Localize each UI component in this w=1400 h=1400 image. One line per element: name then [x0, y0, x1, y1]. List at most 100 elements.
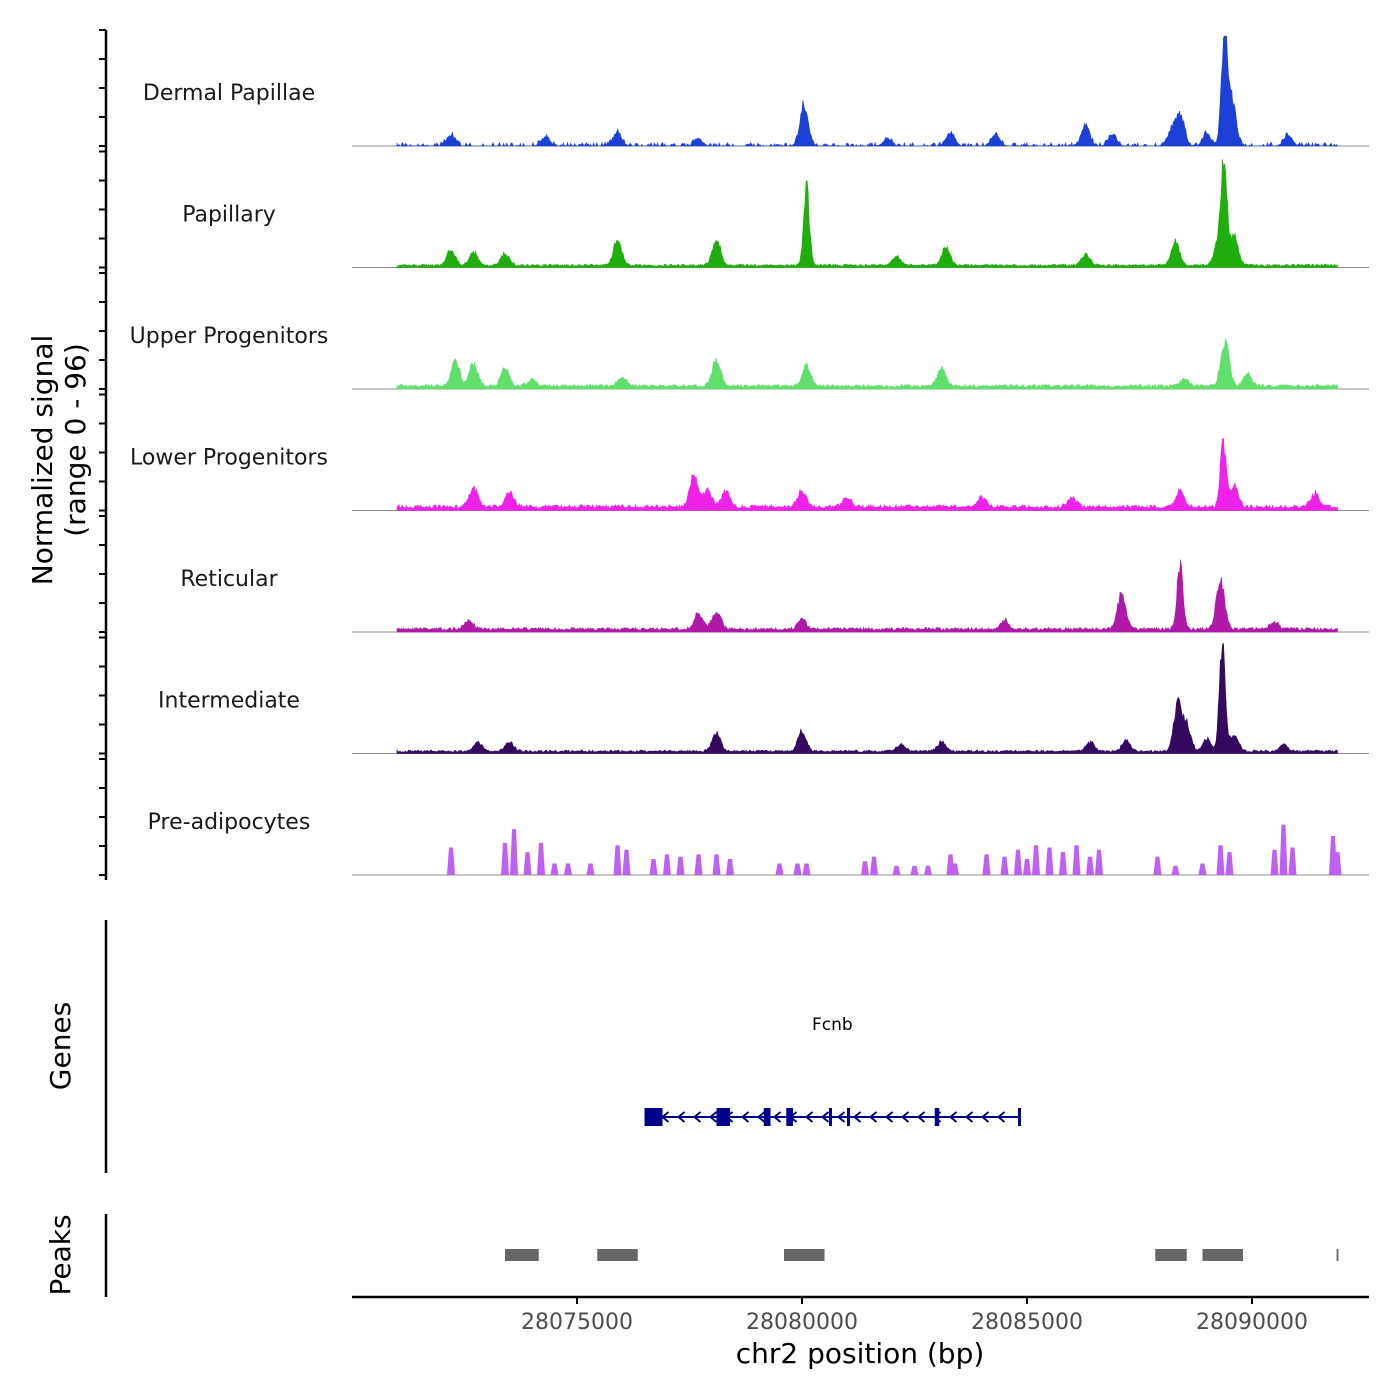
signal-spike: [1072, 845, 1081, 875]
y-axis-title-line1: Normalized signal: [26, 335, 59, 586]
track-label: Papillary: [182, 203, 276, 228]
gene-exon: [847, 1108, 850, 1126]
signal-spike: [537, 842, 545, 875]
signal-spike: [982, 854, 991, 875]
signal-area: [396, 338, 1338, 390]
strand-arrow: [756, 1111, 766, 1123]
strand-arrow: [948, 1111, 958, 1123]
gene-exon: [716, 1108, 730, 1126]
peaks-panel-title: Peaks: [44, 1214, 77, 1295]
signal-spike: [861, 861, 869, 875]
signal-spike: [1014, 849, 1022, 875]
signal-spike: [924, 865, 932, 875]
signal-spike: [1023, 858, 1031, 875]
signal-spike: [1032, 845, 1040, 875]
signal-spike: [712, 854, 721, 875]
signal-spike: [1000, 856, 1009, 875]
signal-spike: [613, 845, 622, 875]
signal-spike: [726, 858, 734, 875]
track-label: Dermal Papillae: [143, 81, 315, 106]
strand-arrow: [916, 1111, 926, 1123]
signal-spike: [1171, 865, 1180, 875]
signal-spike: [1059, 852, 1067, 875]
track-upper-progenitors: Upper Progenitors: [130, 324, 1369, 390]
strand-arrow: [964, 1111, 974, 1123]
gene-label: Fcnb: [812, 1015, 853, 1035]
signal-spike: [1279, 824, 1288, 875]
track-pre-adipocytes: Pre-adipocytes: [148, 810, 1369, 876]
strand-arrow: [804, 1111, 814, 1123]
track-reticular: Reticular: [180, 559, 1369, 633]
signal-spike: [1086, 856, 1094, 875]
signal-area: [396, 438, 1338, 511]
y-axis-title-line2: (range 0 - 96): [59, 343, 92, 537]
track-papillary: Papillary: [182, 159, 1369, 268]
signal-spike: [447, 847, 455, 875]
track-label: Pre-adipocytes: [148, 810, 311, 835]
strand-arrow: [900, 1111, 910, 1123]
track-label: Upper Progenitors: [130, 324, 329, 349]
signal-spike: [793, 863, 802, 875]
peak-region: [505, 1249, 539, 1261]
strand-arrow: [676, 1111, 686, 1123]
signal-spike: [1198, 863, 1207, 875]
peak-region: [1202, 1249, 1243, 1261]
signal-area: [396, 642, 1338, 754]
x-tick-label: 28080000: [746, 1310, 858, 1335]
track-lower-progenitors: Lower Progenitors: [130, 438, 1369, 511]
x-axis: 28075000 28080000 28085000 28090000 chr2 po…: [352, 1295, 1369, 1370]
signal-spike: [510, 829, 518, 875]
signal-spike: [663, 854, 671, 875]
x-tick-label: 28085000: [971, 1310, 1083, 1335]
signal-area: [396, 35, 1339, 147]
signal-spike: [1333, 852, 1342, 875]
signal-spike: [586, 863, 595, 875]
signal-spike: [564, 863, 572, 875]
signal-spike: [910, 865, 919, 875]
strand-arrow: [980, 1111, 990, 1123]
signal-spike: [622, 849, 631, 875]
track-dermal-papillae: Dermal Papillae: [143, 35, 1369, 147]
strand-arrow: [772, 1111, 782, 1123]
signal-spike: [694, 854, 703, 875]
genes-panel: Genes Fcnb: [44, 920, 1021, 1173]
signal-spike: [892, 865, 901, 875]
strand-arrow: [868, 1111, 878, 1123]
track-label: Lower Progenitors: [130, 446, 328, 471]
signal-spike: [1216, 845, 1225, 875]
strand-arrow: [692, 1111, 702, 1123]
signal-spike: [802, 863, 811, 875]
track-intermediate: Intermediate: [158, 642, 1369, 754]
signal-y-axis: [99, 29, 108, 880]
x-tick-label: 28075000: [521, 1310, 633, 1335]
signal-spike: [550, 863, 559, 875]
signal-spike: [1095, 849, 1103, 875]
strand-arrow: [996, 1111, 1006, 1123]
signal-spike: [1270, 849, 1279, 875]
strand-arrow: [820, 1111, 830, 1123]
signal-spike: [1153, 856, 1162, 875]
signal-spike: [523, 852, 532, 875]
signal-spike: [676, 856, 685, 875]
signal-spike: [870, 856, 878, 875]
genes-panel-title: Genes: [44, 1002, 77, 1090]
gene-exon: [1018, 1108, 1021, 1126]
gene-fcnb: Fcnb: [644, 1015, 1021, 1126]
signal-spike: [649, 858, 658, 875]
peak-region: [1336, 1249, 1339, 1261]
x-tick-label: 28090000: [1196, 1310, 1308, 1335]
signal-spike: [1288, 847, 1297, 875]
strand-arrow: [884, 1111, 894, 1123]
strand-arrow: [708, 1111, 718, 1123]
signal-spike: [1045, 847, 1054, 875]
gene-exon: [644, 1108, 663, 1126]
signal-spike: [775, 863, 784, 875]
peak-region: [597, 1249, 638, 1261]
signal-spike: [1225, 852, 1234, 875]
gene-exon: [786, 1108, 793, 1126]
gene-exon: [763, 1108, 771, 1126]
gene-exon: [829, 1108, 832, 1126]
peak-region: [1155, 1249, 1187, 1261]
strand-arrow: [836, 1111, 846, 1123]
